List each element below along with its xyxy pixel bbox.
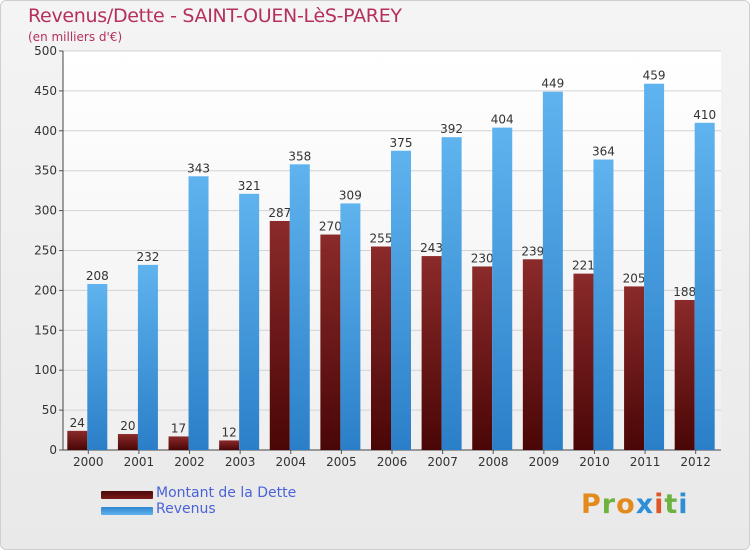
revenue-bar-label: 404 (491, 113, 514, 127)
logo-letter: o (616, 489, 636, 520)
chart-title: Revenus/Dette - SAINT-OUEN-LèS-PAREY (28, 5, 402, 27)
debt-bar (674, 299, 695, 450)
x-tick-label: 2007 (427, 455, 458, 469)
logo-letter: P (581, 489, 602, 520)
logo-letter: i (654, 489, 665, 520)
x-tick-label: 2006 (377, 455, 408, 469)
revenue-bar-label: 392 (440, 122, 463, 136)
debt-bar (522, 259, 543, 450)
debt-bar-label: 20 (120, 419, 135, 433)
debt-bar-label: 188 (673, 285, 696, 299)
debt-bar (320, 234, 341, 450)
legend-swatch-revenus (101, 507, 153, 515)
revenue-bar-label: 459 (643, 69, 666, 83)
revenue-bar-label: 375 (390, 136, 413, 150)
revenue-bar-label: 364 (592, 145, 615, 159)
debt-bar-label: 221 (572, 259, 595, 273)
proxiti-logo: Proxiti (581, 489, 689, 520)
x-tick-label: 2001 (124, 455, 155, 469)
y-tick-label: 500 (34, 44, 57, 58)
y-tick-label: 100 (34, 363, 57, 377)
debt-bar (371, 246, 391, 450)
revenue-bar (340, 203, 361, 450)
debt-bar (67, 430, 88, 450)
debt-bar-label: 24 (70, 416, 85, 430)
revenue-bar (593, 159, 614, 450)
x-tick-label: 2003 (225, 455, 256, 469)
debt-bar (117, 434, 138, 450)
revenue-bar (644, 83, 665, 450)
debt-bar (269, 220, 290, 450)
y-tick-label: 400 (34, 124, 57, 138)
x-tick-label: 2004 (275, 455, 306, 469)
debt-bar-label: 270 (319, 220, 342, 234)
revenue-bar (239, 193, 260, 451)
logo-letter: x (635, 489, 655, 520)
revenue-bar-label: 321 (238, 179, 261, 193)
revenue-bar (492, 127, 513, 450)
x-tick-label: 2002 (174, 455, 205, 469)
y-tick-label: 200 (34, 283, 57, 297)
revenue-bar-label: 358 (288, 149, 311, 163)
y-tick-label: 250 (34, 244, 57, 258)
revenue-bar-label: 208 (86, 269, 109, 283)
debt-bar-label: 255 (370, 232, 393, 246)
logo-letter: t (664, 489, 679, 520)
x-tick-label: 2011 (630, 455, 661, 469)
x-tick-label: 2012 (680, 455, 711, 469)
y-tick-label: 300 (34, 204, 57, 218)
debt-bar-label: 239 (521, 244, 544, 258)
legend-label-revenus: Revenus (156, 501, 216, 517)
y-tick-label: 450 (34, 84, 57, 98)
revenue-bar (542, 91, 563, 450)
debt-bar (421, 256, 442, 450)
y-tick-label: 50 (42, 403, 57, 417)
x-tick-label: 2000 (73, 455, 104, 469)
revenue-bar (391, 150, 411, 450)
y-tick-label: 150 (34, 323, 57, 337)
debt-bar-label: 205 (623, 271, 646, 285)
debt-bar (624, 286, 645, 450)
x-tick-label: 2005 (326, 455, 357, 469)
y-tick-label: 350 (34, 164, 57, 178)
revenue-bar (87, 284, 108, 450)
revenue-bar-label: 410 (693, 108, 716, 122)
legend-label-dette: Montant de la Dette (156, 485, 297, 501)
revenue-bar (188, 176, 209, 450)
debt-bar-label: 12 (222, 425, 237, 439)
debt-bar-label: 230 (471, 251, 494, 265)
x-tick-label: 2009 (529, 455, 560, 469)
revenue-bar (137, 264, 158, 450)
debt-bar-label: 287 (268, 206, 291, 220)
debt-bar (219, 440, 240, 450)
revenue-bar-label: 232 (136, 250, 159, 264)
revenue-bar-label: 309 (339, 188, 362, 202)
debt-bar (168, 436, 189, 450)
x-tick-label: 2010 (579, 455, 610, 469)
logo-letter: i (678, 489, 689, 520)
logo-letter: r (601, 489, 617, 520)
revenue-bar-label: 343 (187, 161, 210, 175)
debt-bar (573, 273, 594, 450)
revenue-bar (694, 122, 715, 450)
x-tick-label: 2008 (478, 455, 509, 469)
revenue-bar (441, 137, 462, 450)
debt-bar-label: 17 (171, 421, 186, 435)
chart-subtitle: (en milliers d'€) (28, 30, 123, 44)
y-tick-label: 0 (49, 443, 57, 457)
debt-bar (472, 266, 493, 450)
revenue-bar (289, 164, 310, 451)
revenue-bar-label: 449 (541, 77, 564, 91)
debt-bar-label: 243 (420, 241, 443, 255)
legend-swatch-dette (101, 491, 153, 499)
